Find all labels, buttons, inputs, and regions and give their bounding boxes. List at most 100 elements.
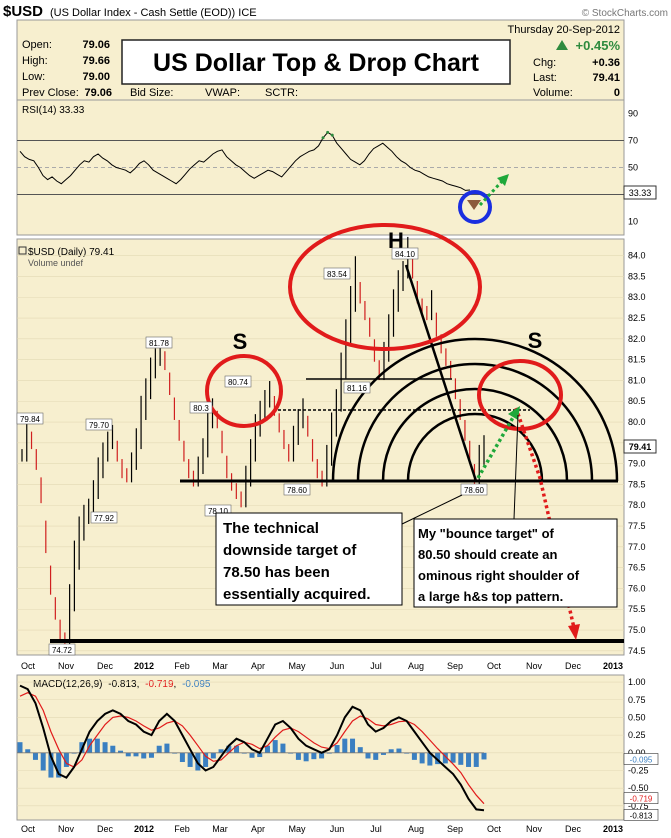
- svg-text:81.16: 81.16: [347, 384, 368, 393]
- rsi-tick-label: 90: [628, 109, 638, 119]
- macd-hist-bar: [388, 749, 394, 753]
- price-tick-label: 82.5: [628, 313, 646, 323]
- macd-hist-bar: [481, 752, 487, 760]
- note-left-line-3: 78.50 has been: [223, 564, 330, 581]
- macd-tick-label: 0.25: [628, 730, 646, 740]
- price-last-value-box: [623, 439, 657, 454]
- pt-label-79-84: 79.84: [16, 412, 44, 425]
- big-title-box: [121, 39, 511, 85]
- x-axis-label: Dec: [97, 824, 114, 834]
- x-axis-label: 2012: [134, 661, 154, 671]
- volume-value: 0: [614, 87, 620, 99]
- macd-tick-label: 0.75: [628, 695, 646, 705]
- macd-hist-bar: [295, 752, 301, 760]
- open-value: 79.06: [82, 39, 110, 51]
- macd-hist-bar: [187, 752, 193, 767]
- svg-text:74.72: 74.72: [52, 646, 73, 655]
- x-axis-label: Oct: [21, 661, 36, 671]
- macd-hist-bar: [125, 752, 131, 757]
- x-axis-label: Jul: [370, 824, 382, 834]
- pt-label-83-54: 83.54: [323, 267, 351, 280]
- macd-tick-label: 0.00: [628, 748, 646, 758]
- chg-label: Chg:: [533, 57, 556, 69]
- x-axis-label: Sep: [447, 824, 463, 834]
- change-pct: +0.45%: [576, 38, 621, 53]
- macd-title-signal: -0.719: [145, 679, 174, 690]
- pt-label-77-92: 77.92: [90, 511, 118, 524]
- price-tick-label: 74.5: [628, 646, 646, 656]
- macd-hist-bar: [102, 742, 108, 753]
- macd-hist-bar: [272, 740, 278, 753]
- macd-value-box: [623, 809, 659, 821]
- chart-description: (US Dollar Index - Cash Settle (EOD)) IC…: [50, 7, 257, 19]
- arc-3: [381, 387, 569, 482]
- sctr-label: SCTR:: [265, 87, 298, 99]
- macd-hist-bar: [203, 752, 209, 767]
- rsi-tick-label: 10: [628, 217, 638, 227]
- price-tick-label: 79.0: [628, 459, 646, 469]
- price-tick-label: 77.0: [628, 542, 646, 552]
- price-tick-label: 83.5: [628, 271, 646, 281]
- bid-size-label: Bid Size:: [130, 87, 173, 99]
- price-legend-icon: [18, 246, 27, 255]
- macd-hist-bar: [118, 750, 124, 753]
- macd-hist-bar: [427, 752, 433, 766]
- macd-hist-bar: [280, 743, 286, 753]
- volume-undef-label: Volume undef: [28, 258, 84, 268]
- macd-title-hist: -0.095: [182, 679, 211, 690]
- rsi-last-value: 33.33: [629, 188, 652, 198]
- macd-hist-bar: [450, 752, 456, 763]
- macd-hist-bar: [473, 752, 479, 767]
- note-left-line-4: essentially acquired.: [223, 586, 371, 603]
- note-left-pointer: [399, 494, 463, 526]
- macd-hist-bar: [234, 745, 240, 753]
- svg-text:81.78: 81.78: [149, 339, 170, 348]
- x-axis-label: Aug: [408, 824, 424, 834]
- x-axis-label: Dec: [565, 824, 582, 834]
- x-axis-label: Dec: [97, 661, 114, 671]
- x-axis-label: Aug: [408, 661, 424, 671]
- last-value: 79.41: [592, 72, 620, 84]
- note-right-line-1: My "bounce target" of: [418, 526, 555, 541]
- macd-value-label: -0.719: [630, 795, 653, 804]
- note-right-pointer: [513, 414, 519, 520]
- macd-hist-bar: [380, 752, 386, 755]
- macd-hist-bar: [156, 745, 162, 753]
- macd-hist-bar: [264, 745, 270, 753]
- price-tick-label: 80.5: [628, 396, 646, 406]
- macd-value-label: -0.813: [630, 811, 653, 820]
- green-bounce-arrow: [476, 413, 517, 479]
- price-title: $USD (Daily) 79.41: [28, 247, 115, 258]
- arc-1: [331, 337, 619, 482]
- rsi-last-value-box: [623, 185, 657, 200]
- note-left-line-2: downside target of: [223, 542, 357, 559]
- pt-label-78-60-a: 78.60: [283, 483, 311, 496]
- note-right-box: [413, 518, 618, 608]
- price-tick-label: 75.0: [628, 625, 646, 635]
- macd-panel: [16, 674, 625, 821]
- macd-hist-bar: [357, 747, 363, 753]
- macd-hist-bar: [164, 743, 170, 753]
- pt-label-74-72: 74.72: [48, 643, 76, 656]
- macd-value-label: -0.095: [630, 756, 653, 765]
- note-right-line-3: ominous right shoulder of: [418, 568, 580, 583]
- macd-hist-bar: [110, 745, 116, 753]
- big-title: US Dollar Top & Drop Chart: [153, 49, 480, 77]
- macd-hist-bar: [442, 752, 448, 764]
- pt-label-81-16: 81.16: [343, 381, 371, 394]
- label-H: H: [388, 228, 404, 253]
- x-axis-label: 2013: [603, 661, 623, 671]
- macd-hist-bar: [249, 752, 255, 758]
- macd-hist-bar: [179, 752, 185, 762]
- rsi-overbought-point: [330, 133, 334, 137]
- low-value: 79.00: [82, 71, 110, 83]
- watermark: © StockCharts.com: [582, 8, 668, 19]
- pt-label-81-78: 81.78: [145, 336, 173, 349]
- rsi-down-triangle-icon: [467, 200, 481, 210]
- price-tick-label: 77.5: [628, 521, 646, 531]
- blue-circle-marker: [458, 190, 492, 224]
- x-axis-label: Feb: [174, 824, 190, 834]
- open-label: Open:: [22, 39, 52, 51]
- macd-hist-bar: [94, 738, 100, 753]
